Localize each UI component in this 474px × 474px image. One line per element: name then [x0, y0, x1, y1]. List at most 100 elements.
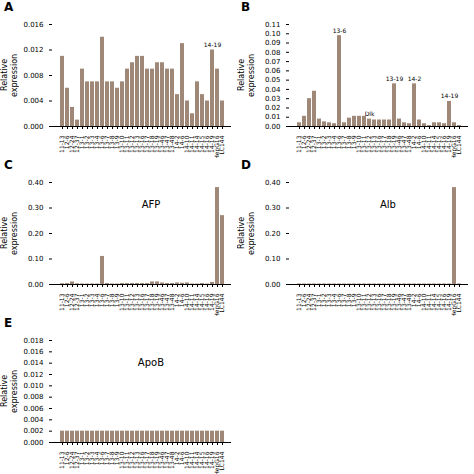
svg-text:13-1: 13-1 — [78, 135, 86, 150]
svg-text:14-6: 14-6 — [178, 135, 186, 150]
svg-text:0.07: 0.07 — [265, 58, 281, 66]
svg-text:0.000: 0.000 — [23, 439, 43, 447]
html-text:Relative expression: Relative expression — [0, 211, 19, 255]
svg-text:13-10: 13-10 — [118, 135, 126, 153]
svg-text:13-16: 13-16 — [138, 135, 146, 153]
svg-text:14-10: 14-10 — [183, 135, 191, 153]
svg-text:0.014: 0.014 — [23, 359, 44, 367]
svg-text:ApoB: ApoB — [138, 357, 164, 368]
html-text:E: E — [4, 316, 13, 330]
svg-text:0.09: 0.09 — [265, 39, 281, 47]
svg-text:0.05: 0.05 — [265, 76, 281, 84]
svg-text:13-7: 13-7 — [103, 135, 111, 150]
svg-text:13-9: 13-9 — [113, 135, 121, 150]
svg-text:13-12: 13-12 — [128, 135, 136, 153]
svg-text:13-3: 13-3 — [325, 135, 333, 150]
svg-text:0.010: 0.010 — [23, 382, 43, 390]
svg-text:0.008: 0.008 — [23, 72, 43, 80]
html-text:D: D — [241, 158, 251, 172]
html-text:Relative expression: Relative expression — [237, 53, 256, 97]
svg-text:12-37: 12-37 — [310, 135, 318, 153]
svg-text:11-13: 11-13 — [295, 135, 303, 153]
svg-text:13-19: 13-19 — [153, 135, 161, 153]
svg-text:14-19: 14-19 — [441, 92, 459, 99]
svg-text:0.11: 0.11 — [265, 21, 281, 29]
svg-text:13-2: 13-2 — [320, 135, 328, 150]
svg-text:14-2: 14-2 — [173, 135, 181, 150]
svg-text:13-4: 13-4 — [93, 135, 101, 150]
svg-text:LC144: LC144 — [455, 293, 462, 312]
svg-text:0.06: 0.06 — [265, 67, 281, 75]
svg-text:LC144: LC144 — [455, 135, 462, 154]
html-text:B: B — [241, 0, 251, 14]
svg-text:0.000: 0.000 — [23, 123, 43, 131]
svg-text:0.03: 0.03 — [265, 95, 281, 103]
svg-text:13-18: 13-18 — [148, 135, 156, 153]
svg-text:13-11: 13-11 — [123, 135, 131, 153]
svg-text:0.008: 0.008 — [23, 393, 43, 401]
svg-text:0.10: 0.10 — [28, 255, 44, 263]
svg-text:13-19: 13-19 — [386, 75, 404, 82]
svg-text:13-47: 13-47 — [163, 135, 171, 153]
svg-text:0.10: 0.10 — [265, 255, 281, 263]
svg-text:0.016: 0.016 — [23, 21, 44, 29]
html-text:Relative expression: Relative expression — [0, 369, 19, 413]
svg-text:13-2: 13-2 — [83, 135, 91, 150]
svg-text:13-1: 13-1 — [315, 135, 323, 150]
svg-text:13-17: 13-17 — [143, 135, 151, 153]
svg-text:LC144: LC144 — [218, 135, 225, 154]
svg-text:0.30: 0.30 — [28, 204, 44, 212]
svg-text:12-24: 12-24 — [305, 135, 313, 153]
svg-text:12-6: 12-6 — [63, 135, 71, 150]
svg-text:0.40: 0.40 — [265, 179, 281, 187]
svg-text:13-8: 13-8 — [108, 135, 116, 150]
svg-text:14-16: 14-16 — [203, 135, 211, 153]
svg-text:0.00: 0.00 — [28, 281, 44, 289]
svg-text:0.006: 0.006 — [23, 405, 44, 413]
svg-text:0.20: 0.20 — [28, 230, 44, 238]
svg-text:0.02: 0.02 — [265, 104, 281, 112]
svg-text:0.20: 0.20 — [265, 230, 281, 238]
html-text:A: A — [4, 0, 14, 14]
svg-text:13-6: 13-6 — [98, 135, 106, 150]
svg-text:0.012: 0.012 — [23, 371, 43, 379]
svg-text:AFP: AFP — [142, 199, 161, 210]
svg-text:13-4: 13-4 — [330, 135, 338, 150]
svg-text:Dlk: Dlk — [365, 110, 375, 117]
svg-text:0.10: 0.10 — [265, 30, 281, 38]
svg-text:12-37: 12-37 — [73, 135, 81, 153]
svg-text:0.002: 0.002 — [23, 427, 43, 435]
svg-text:12-6: 12-6 — [300, 135, 308, 150]
svg-text:LC144: LC144 — [218, 293, 225, 312]
svg-text:LC144: LC144 — [218, 451, 225, 470]
svg-text:14-15: 14-15 — [198, 135, 206, 153]
svg-text:11-13: 11-13 — [58, 135, 66, 153]
svg-text:13-46: 13-46 — [158, 135, 166, 153]
svg-text:0.40: 0.40 — [28, 179, 44, 187]
svg-text:13-6: 13-6 — [333, 27, 347, 34]
svg-text:0.00: 0.00 — [265, 123, 281, 131]
svg-text:0.004: 0.004 — [23, 416, 44, 424]
svg-text:0.012: 0.012 — [23, 46, 43, 54]
svg-text:0.00: 0.00 — [265, 281, 281, 289]
svg-text:14-19: 14-19 — [204, 41, 222, 48]
svg-text:0.018: 0.018 — [23, 337, 43, 345]
svg-text:13-3: 13-3 — [88, 135, 96, 150]
svg-text:14-2: 14-2 — [408, 75, 422, 82]
svg-text:0.016: 0.016 — [23, 348, 44, 356]
svg-text:14-14: 14-14 — [193, 135, 201, 153]
svg-text:0.08: 0.08 — [265, 49, 281, 57]
svg-text:0.004: 0.004 — [23, 97, 44, 105]
svg-text:14-19: 14-19 — [208, 135, 216, 153]
svg-text:14-11: 14-11 — [188, 135, 196, 153]
svg-text:13-48: 13-48 — [168, 135, 176, 153]
svg-text:0.04: 0.04 — [265, 86, 281, 94]
svg-text:Alb: Alb — [380, 199, 396, 210]
svg-text:13-13: 13-13 — [133, 135, 141, 153]
html-text:Relative expression: Relative expression — [237, 211, 256, 255]
svg-text:0.30: 0.30 — [265, 204, 281, 212]
html-text:C: C — [4, 158, 13, 172]
html-text:Relative expression: Relative expression — [0, 53, 19, 97]
svg-text:12-24: 12-24 — [68, 135, 76, 153]
svg-text:0.01: 0.01 — [265, 113, 281, 121]
